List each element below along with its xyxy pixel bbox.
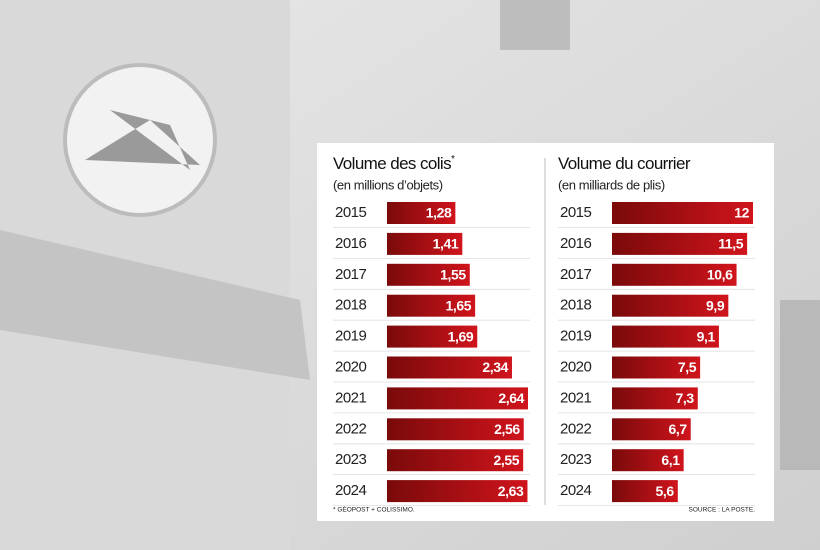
bar bbox=[612, 356, 701, 379]
bar bbox=[387, 480, 528, 503]
category-label: 2024 bbox=[335, 482, 367, 499]
value-label: 12 bbox=[734, 205, 749, 221]
value-label: 7,3 bbox=[676, 390, 695, 406]
bar bbox=[612, 480, 678, 503]
source: SOURCE : LA POSTE. bbox=[689, 507, 756, 514]
value-label: 11,5 bbox=[718, 236, 743, 252]
category-label: 2021 bbox=[560, 389, 592, 406]
bar bbox=[387, 202, 456, 224]
category-label: 2017 bbox=[335, 266, 367, 283]
value-label: 9,1 bbox=[697, 328, 716, 344]
bar bbox=[387, 356, 512, 379]
bar bbox=[612, 325, 719, 348]
bar bbox=[387, 294, 476, 317]
bar bbox=[387, 449, 524, 472]
category-label: 2020 bbox=[335, 358, 367, 375]
logo-bird bbox=[85, 110, 200, 170]
window bbox=[780, 300, 820, 470]
value-label: 1,41 bbox=[433, 236, 459, 252]
value-label: 2,63 bbox=[498, 483, 524, 499]
value-label: 6,1 bbox=[661, 452, 680, 468]
value-label: 2,64 bbox=[498, 390, 524, 406]
category-label: 2024 bbox=[560, 482, 592, 499]
value-label: 1,55 bbox=[440, 267, 466, 283]
bar bbox=[612, 449, 684, 472]
value-label: 1,65 bbox=[445, 297, 471, 313]
lantern bbox=[500, 0, 570, 50]
category-label: 2022 bbox=[560, 420, 592, 437]
bar bbox=[612, 202, 753, 224]
footnote: * GÉOPOST + COLISSIMO. bbox=[333, 505, 415, 514]
category-label: 2015 bbox=[335, 204, 367, 221]
category-label: 2020 bbox=[560, 358, 592, 375]
value-label: 9,9 bbox=[706, 297, 725, 313]
category-label: 2023 bbox=[560, 451, 592, 468]
value-label: 5,6 bbox=[656, 483, 675, 499]
value-label: 2,34 bbox=[482, 359, 508, 375]
value-label: 6,7 bbox=[668, 421, 687, 437]
bar bbox=[612, 263, 737, 286]
chart-subtitle: (en millions d’objets) bbox=[333, 177, 443, 192]
category-label: 2016 bbox=[335, 235, 367, 252]
category-label: 2022 bbox=[335, 420, 367, 437]
category-label: 2018 bbox=[335, 297, 367, 314]
value-label: 2,55 bbox=[494, 452, 520, 468]
bar bbox=[612, 294, 729, 317]
category-label: 2023 bbox=[335, 451, 367, 468]
bar bbox=[387, 325, 478, 348]
value-label: 10,6 bbox=[707, 267, 733, 283]
value-label: 2,56 bbox=[494, 421, 520, 437]
title-text: Volume du courrier bbox=[558, 154, 691, 173]
category-label: 2017 bbox=[560, 266, 592, 283]
category-label: 2019 bbox=[335, 328, 367, 345]
category-label: 2019 bbox=[560, 328, 592, 345]
category-label: 2016 bbox=[560, 235, 592, 252]
category-label: 2015 bbox=[560, 204, 592, 221]
chart-title: Volume des colis* bbox=[333, 154, 455, 174]
value-label: 7,5 bbox=[678, 359, 697, 375]
bar bbox=[612, 418, 691, 441]
bar bbox=[387, 263, 470, 286]
value-label: 1,28 bbox=[426, 205, 452, 221]
bar bbox=[612, 232, 748, 255]
bar bbox=[387, 418, 524, 441]
bar bbox=[387, 232, 463, 255]
value-label: 1,69 bbox=[448, 328, 474, 344]
sign-board bbox=[0, 230, 310, 380]
category-label: 2021 bbox=[335, 389, 367, 406]
chart-subtitle: (en milliards de plis) bbox=[558, 177, 665, 192]
chart-title: Volume du courrier bbox=[558, 154, 691, 173]
category-label: 2018 bbox=[560, 297, 592, 314]
title-note: * bbox=[451, 154, 455, 165]
title-text: Volume des colis bbox=[333, 154, 451, 173]
bar bbox=[387, 387, 528, 410]
bar bbox=[612, 387, 698, 410]
